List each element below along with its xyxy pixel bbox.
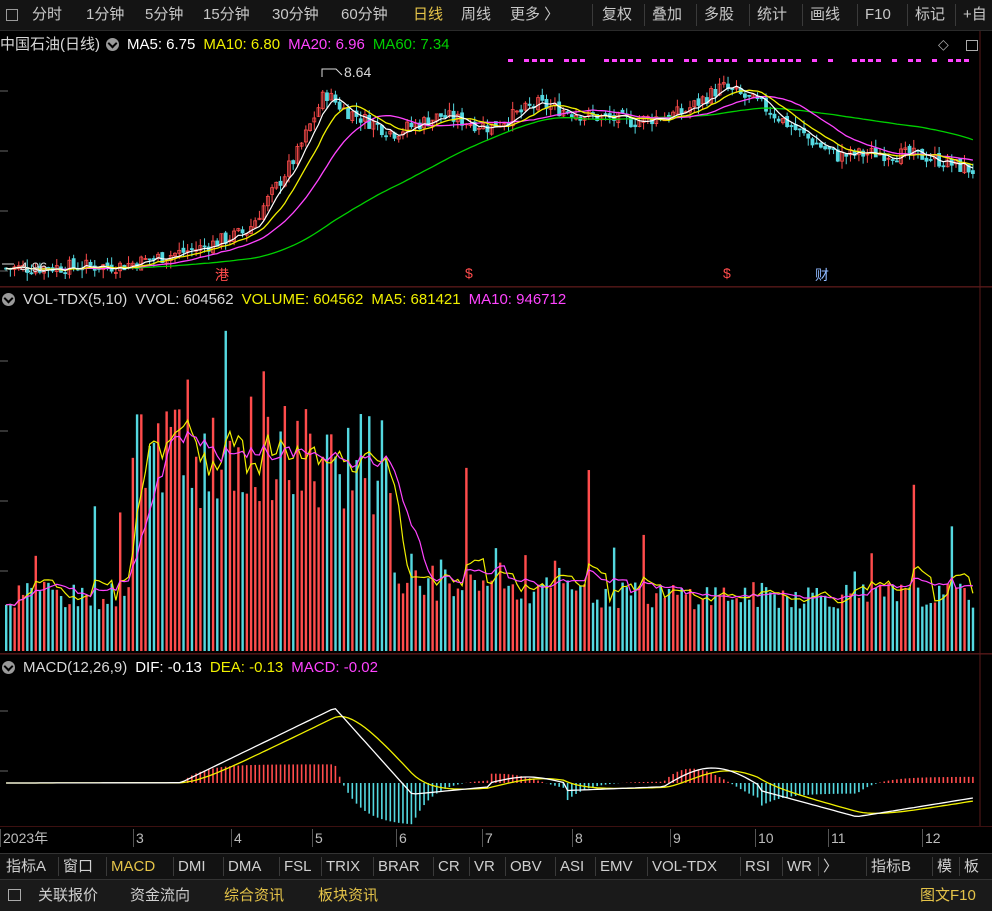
status-link-1[interactable]: 资金流向 — [130, 887, 191, 904]
macd-title: MACD(12,26,9) — [23, 659, 128, 676]
event-marker-2[interactable]: $ — [723, 265, 731, 281]
indicator-tab-15[interactable]: WR — [787, 858, 812, 875]
dea-value: DEA: -0.13 — [209, 659, 284, 676]
status-link-3[interactable]: 板块资讯 — [318, 887, 379, 904]
indicator-tab-4[interactable]: DMA — [228, 858, 262, 875]
macd-legend: MACD(12,26,9) DIF: -0.13 DEA: -0.13 MACD: -… — [0, 657, 386, 679]
maximize-icon[interactable] — [966, 40, 978, 51]
x-tick-label-8: 10 — [755, 829, 774, 847]
period-button-0[interactable]: 分时 — [32, 6, 63, 23]
ma60-value: MA60: 7.34 — [372, 36, 450, 53]
x-tick-label-9: 11 — [828, 829, 846, 847]
date-axis: 2023年 3 4 5 6 7 8 9 10 11 12 — [0, 827, 992, 851]
period-button-3[interactable]: 15分钟 — [203, 6, 250, 23]
tool-button-4[interactable]: 画线 — [810, 6, 841, 23]
indicator-tab-14[interactable]: RSI — [745, 858, 771, 875]
indicator-tab-12[interactable]: EMV — [600, 858, 633, 875]
indicator-tab-16[interactable]: 〉 — [823, 858, 839, 875]
period-button-5[interactable]: 60分钟 — [341, 6, 388, 23]
period-toolbar: 分时 1分钟 5分钟 15分钟 30分钟 60分钟 日线 周线 更多 〉 复权 叠加 多股 统计 画线 F… — [0, 0, 992, 31]
panel-toggle-icon[interactable] — [8, 889, 21, 901]
period-button-6[interactable]: 日线 — [413, 6, 444, 23]
ma20-value: MA20: 6.96 — [288, 36, 365, 53]
dropdown-check-icon[interactable] — [106, 38, 119, 51]
stock-name: 中国石油(日线) — [0, 36, 100, 53]
price-legend: 中国石油(日线) MA5: 6.75 MA10: 6.80 MA20: 6.96 MA6… — [0, 34, 458, 56]
tool-button-5[interactable]: F10 — [865, 6, 891, 23]
chart-canvas — [0, 31, 992, 827]
indicator-tab-3[interactable]: DMI — [178, 858, 206, 875]
indicator-tab-8[interactable]: CR — [438, 858, 460, 875]
x-tick-label-0: 2023年 — [0, 829, 48, 847]
x-tick-label-4: 6 — [396, 829, 407, 847]
tool-button-6[interactable]: 标记 — [915, 6, 946, 23]
indicator-tab-11[interactable]: ASI — [560, 858, 585, 875]
window-toggle-icon[interactable] — [6, 9, 18, 21]
indicator-tab-6[interactable]: TRIX — [326, 858, 361, 875]
kline-chart[interactable]: 中国石油(日线) MA5: 6.75 MA10: 6.80 MA20: 6.96 MA6… — [0, 31, 992, 853]
event-marker-3[interactable]: 财 — [815, 267, 829, 283]
vol-title: VOL-TDX(5,10) — [23, 291, 128, 308]
low-price-label: 4.96 — [20, 259, 48, 275]
indicator-tabs: 指标A 窗口 MACD DMI DMA FSL TRIX BRAR CR VR OBV ASI EMV V… — [0, 853, 992, 879]
diamond-icon[interactable]: ◇ — [938, 36, 949, 52]
indicator-tab-1[interactable]: 窗口 — [63, 858, 94, 875]
period-button-4[interactable]: 30分钟 — [272, 6, 319, 23]
x-tick-label-2: 4 — [231, 829, 242, 847]
period-button-7[interactable]: 周线 — [461, 6, 492, 23]
tool-button-3[interactable]: 统计 — [757, 6, 788, 23]
indicator-tab-2[interactable]: MACD — [111, 858, 156, 875]
status-bar: 关联报价 资金流向 综合资讯 板块资讯 图文F10 — [0, 879, 992, 911]
status-link-2[interactable]: 综合资讯 — [224, 887, 285, 904]
indicator-tab-9[interactable]: VR — [474, 858, 495, 875]
vol-ma10-value: MA10: 946712 — [468, 291, 567, 308]
x-tick-label-7: 9 — [670, 829, 681, 847]
period-button-8[interactable]: 更多 〉 — [510, 6, 560, 23]
x-tick-label-1: 3 — [133, 829, 144, 847]
tool-button-0[interactable]: 复权 — [602, 6, 633, 23]
tool-button-7[interactable]: +自 — [963, 6, 987, 23]
tool-button-1[interactable]: 叠加 — [652, 6, 683, 23]
macd-check-icon[interactable] — [2, 661, 15, 674]
indicator-tab-5[interactable]: FSL — [284, 858, 312, 875]
x-tick-label-10: 12 — [922, 829, 941, 847]
x-tick-label-5: 7 — [482, 829, 493, 847]
volume-check-icon[interactable] — [2, 293, 15, 306]
indicator-tab-17[interactable]: 指标B — [871, 858, 912, 875]
status-link-0[interactable]: 关联报价 — [38, 887, 99, 904]
macd-value: MACD: -0.02 — [291, 659, 378, 676]
ma5-value: MA5: 6.75 — [127, 36, 196, 53]
volume-value: VOLUME: 604562 — [241, 291, 364, 308]
event-marker-1[interactable]: $ — [465, 265, 473, 281]
period-button-2[interactable]: 5分钟 — [145, 6, 184, 23]
volume-legend: VOL-TDX(5,10) VVOL: 604562 VOLUME: 604562 M… — [0, 289, 574, 311]
indicator-tab-7[interactable]: BRAR — [378, 858, 420, 875]
high-price-label: 8.64 — [344, 64, 372, 80]
period-button-1[interactable]: 1分钟 — [86, 6, 125, 23]
vvol-value: VVOL: 604562 — [135, 291, 234, 308]
f10-link[interactable]: 图文F10 — [920, 887, 976, 904]
indicator-tab-10[interactable]: OBV — [510, 858, 542, 875]
vol-ma5-value: MA5: 681421 — [371, 291, 461, 308]
x-tick-label-3: 5 — [312, 829, 323, 847]
dif-value: DIF: -0.13 — [135, 659, 202, 676]
ma10-value: MA10: 6.80 — [203, 36, 281, 53]
tool-button-2[interactable]: 多股 — [704, 6, 735, 23]
indicator-tab-0[interactable]: 指标A — [6, 858, 47, 875]
indicator-tab-13[interactable]: VOL-TDX — [652, 858, 718, 875]
indicator-tab-19[interactable]: 板 — [964, 858, 980, 875]
x-tick-label-6: 8 — [572, 829, 583, 847]
indicator-tab-18[interactable]: 模 — [937, 858, 953, 875]
event-marker-0[interactable]: 港 — [215, 267, 229, 283]
